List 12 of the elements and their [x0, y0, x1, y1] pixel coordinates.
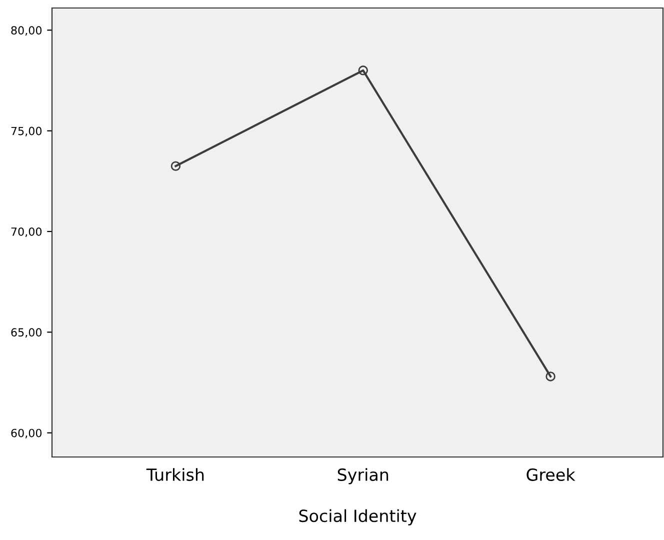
y-tick-label: 60,00 [11, 428, 42, 438]
point [170, 161, 181, 171]
x-tick-label: Syrian [338, 468, 388, 484]
y-tick-label: 75,00 [11, 126, 42, 136]
point [546, 372, 556, 382]
point [358, 66, 368, 76]
y-tick-label: 65,00 [11, 328, 42, 338]
x-tick-label: Greek [526, 468, 576, 482]
y-tick-label: 70,00 [11, 227, 42, 238]
x-axis-title: Social Identity [299, 509, 416, 526]
x-tick-label: Turkish [146, 468, 204, 482]
y-tick-label: 80,00 [11, 26, 42, 36]
